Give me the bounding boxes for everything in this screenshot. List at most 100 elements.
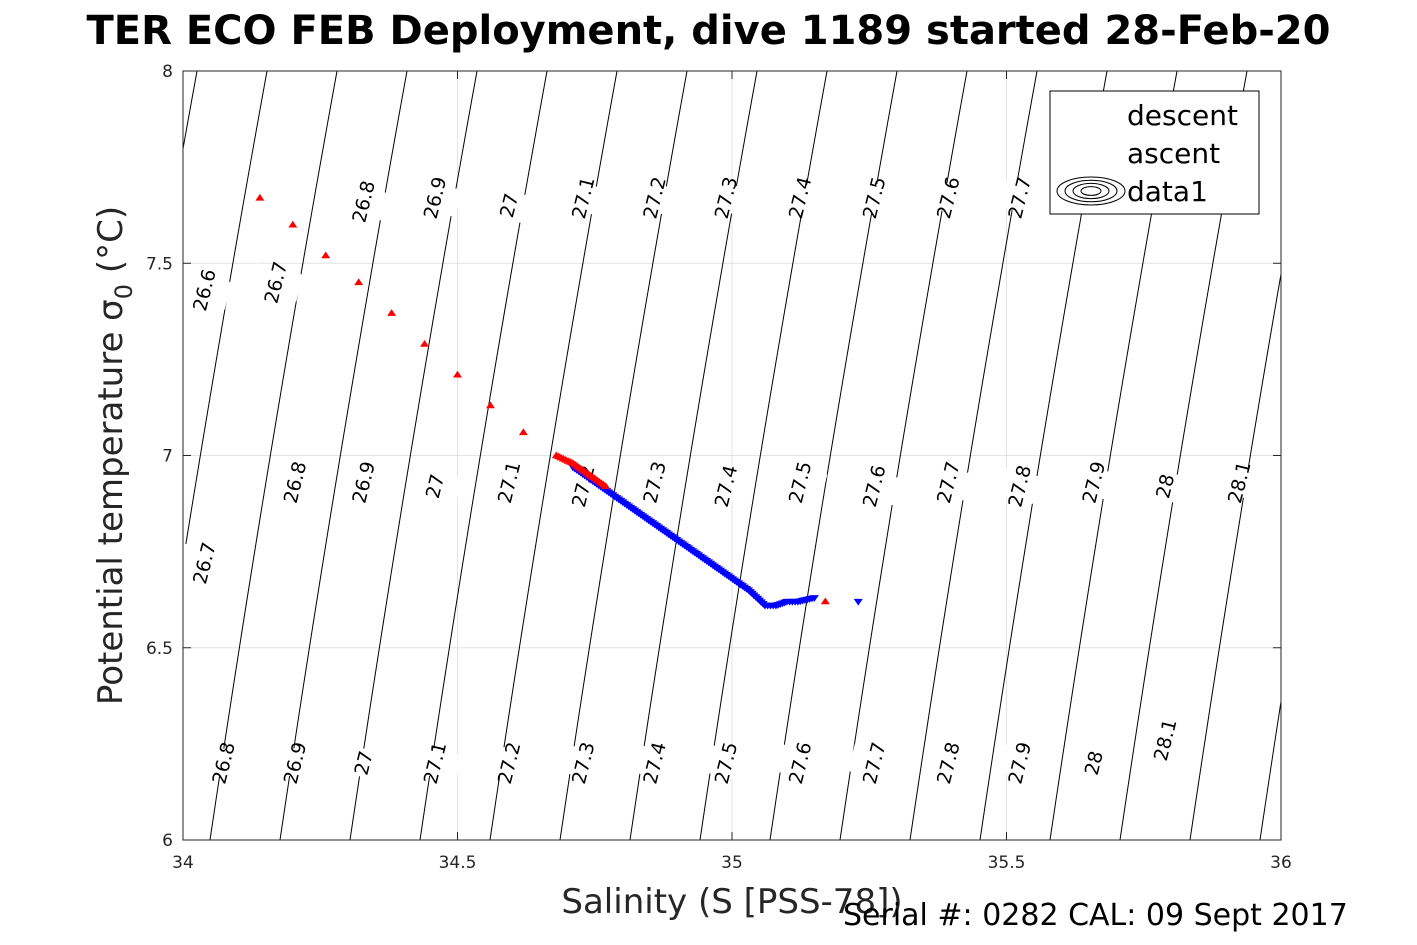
ascent-point bbox=[321, 251, 331, 259]
y-axis-label-sub: 0 bbox=[110, 284, 138, 299]
contour-line bbox=[1400, 71, 1417, 840]
legend-entry: ascent bbox=[1127, 137, 1220, 170]
y-ticks: 6 6.5 7 7.5 8 bbox=[146, 62, 1281, 851]
contour-label-bg bbox=[197, 743, 251, 783]
contour-line bbox=[1330, 71, 1417, 840]
legend-data1-contour-icon bbox=[1056, 176, 1126, 206]
x-tick-label: 34.5 bbox=[439, 853, 477, 873]
ascent-point bbox=[387, 309, 397, 316]
contour-label-bg bbox=[557, 178, 611, 218]
contour-label-bg bbox=[922, 743, 976, 783]
y-axis-label-unit: (°C) bbox=[91, 206, 131, 284]
contour-label-bg bbox=[268, 743, 323, 783]
legend-entry: descent bbox=[1127, 99, 1238, 132]
ascent-point bbox=[453, 370, 462, 378]
contour-label-bg bbox=[178, 270, 232, 310]
contour-label-bg bbox=[482, 186, 537, 225]
x-axis-label: Salinity (S [PSS-78]) bbox=[561, 882, 902, 922]
contour-line bbox=[183, 71, 268, 566]
ascent-point bbox=[288, 220, 298, 228]
contour-line bbox=[699, 71, 828, 840]
y-tick-label: 6.5 bbox=[146, 639, 173, 659]
contour-label-bg bbox=[1067, 743, 1122, 783]
contour-label-bg bbox=[922, 463, 976, 502]
contour-line bbox=[1259, 698, 1281, 840]
contour-label-bg bbox=[628, 743, 682, 783]
contour-label-bg bbox=[337, 743, 391, 783]
contour-label-bg bbox=[993, 743, 1047, 783]
ascent-point bbox=[820, 597, 830, 605]
contour-label-bg bbox=[993, 178, 1047, 218]
contour-line bbox=[279, 71, 408, 840]
x-tick-label: 34 bbox=[172, 853, 194, 873]
contour-line bbox=[209, 71, 338, 840]
contour-label-bg bbox=[1139, 720, 1193, 760]
contour-label-bg bbox=[848, 178, 902, 218]
x-tick-label: 35.5 bbox=[988, 853, 1026, 873]
contour-line bbox=[839, 71, 968, 840]
contour-label-bg bbox=[773, 463, 828, 502]
data-points bbox=[255, 111, 1096, 610]
contour-label-bg bbox=[1067, 463, 1122, 502]
contour-line bbox=[1189, 271, 1281, 840]
contour-line bbox=[629, 71, 758, 840]
contour-label-bg bbox=[249, 263, 304, 302]
x-ticks: 34 34.5 35 35.5 36 bbox=[172, 71, 1292, 873]
contour-label-bg bbox=[699, 466, 754, 506]
contour-label-bg bbox=[482, 743, 537, 783]
x-tick-label: 35 bbox=[721, 853, 743, 873]
contour-line bbox=[559, 71, 688, 840]
contour-label-bg bbox=[1139, 466, 1193, 506]
legend-data1-contour-icon bbox=[1064, 179, 1118, 203]
contour-label-bg bbox=[408, 743, 463, 783]
contour-label-bg bbox=[628, 178, 682, 218]
contour-label-bg bbox=[699, 743, 754, 783]
legend: descent ascent data1 bbox=[1049, 90, 1260, 215]
ascent-point bbox=[255, 193, 265, 201]
ascent-point bbox=[485, 401, 495, 409]
chart-title: TER ECO FEB Deployment, dive 1189 starte… bbox=[86, 8, 1331, 54]
y-tick-label: 8 bbox=[162, 62, 173, 82]
descent-point bbox=[809, 595, 819, 602]
contour-label-bg bbox=[848, 466, 902, 506]
contour-label-bg bbox=[408, 466, 463, 506]
legend-data1-contour-icon bbox=[1072, 182, 1110, 200]
y-axis-label: Potential temperature σ0 (°C) bbox=[91, 206, 138, 705]
contour-line bbox=[419, 71, 548, 840]
contour-label-bg bbox=[557, 743, 611, 783]
contour-line bbox=[769, 71, 898, 840]
contour-label-bg bbox=[1213, 463, 1267, 502]
ascent-point bbox=[518, 428, 528, 436]
contour-label-bg bbox=[268, 463, 323, 502]
ascent-point bbox=[601, 482, 611, 489]
ascent-point bbox=[354, 278, 364, 286]
contour-label-bg bbox=[773, 178, 828, 218]
ascent-point bbox=[420, 339, 430, 347]
contour-label-bg bbox=[699, 178, 754, 218]
density-contours bbox=[183, 71, 1417, 840]
contour-line bbox=[349, 71, 478, 840]
contour-label-bg bbox=[993, 466, 1047, 506]
y-tick-label: 7.5 bbox=[146, 254, 173, 274]
y-axis-label-main: Potential temperature σ bbox=[91, 299, 131, 705]
footer-calibration: Serial #: 0282 CAL: 09 Sept 2017 bbox=[843, 898, 1348, 933]
contour-label-bg bbox=[628, 463, 682, 502]
contour-label-bg bbox=[922, 178, 976, 218]
contour-line bbox=[909, 71, 1038, 840]
legend-entry: data1 bbox=[1127, 175, 1208, 208]
contour-label-bg bbox=[337, 463, 391, 502]
legend-data1-contour-icon bbox=[1080, 186, 1102, 196]
contour-label-bg bbox=[773, 743, 828, 783]
contour-line bbox=[183, 71, 198, 152]
contour-labels: 26.6 26.726.8 26.9 27 27.1 27.2 27.3 27.4 27.5 27… bbox=[178, 175, 1267, 786]
contour-label-bg bbox=[848, 743, 902, 783]
descent-point bbox=[853, 598, 863, 606]
contour-label-bg bbox=[178, 543, 232, 583]
y-tick-label: 6 bbox=[162, 831, 173, 851]
x-tick-label: 36 bbox=[1270, 853, 1292, 873]
contour-label-bg bbox=[482, 463, 537, 502]
contour-label-bg bbox=[337, 182, 391, 222]
contour-line bbox=[489, 71, 618, 840]
contour-label-bg bbox=[408, 178, 463, 218]
